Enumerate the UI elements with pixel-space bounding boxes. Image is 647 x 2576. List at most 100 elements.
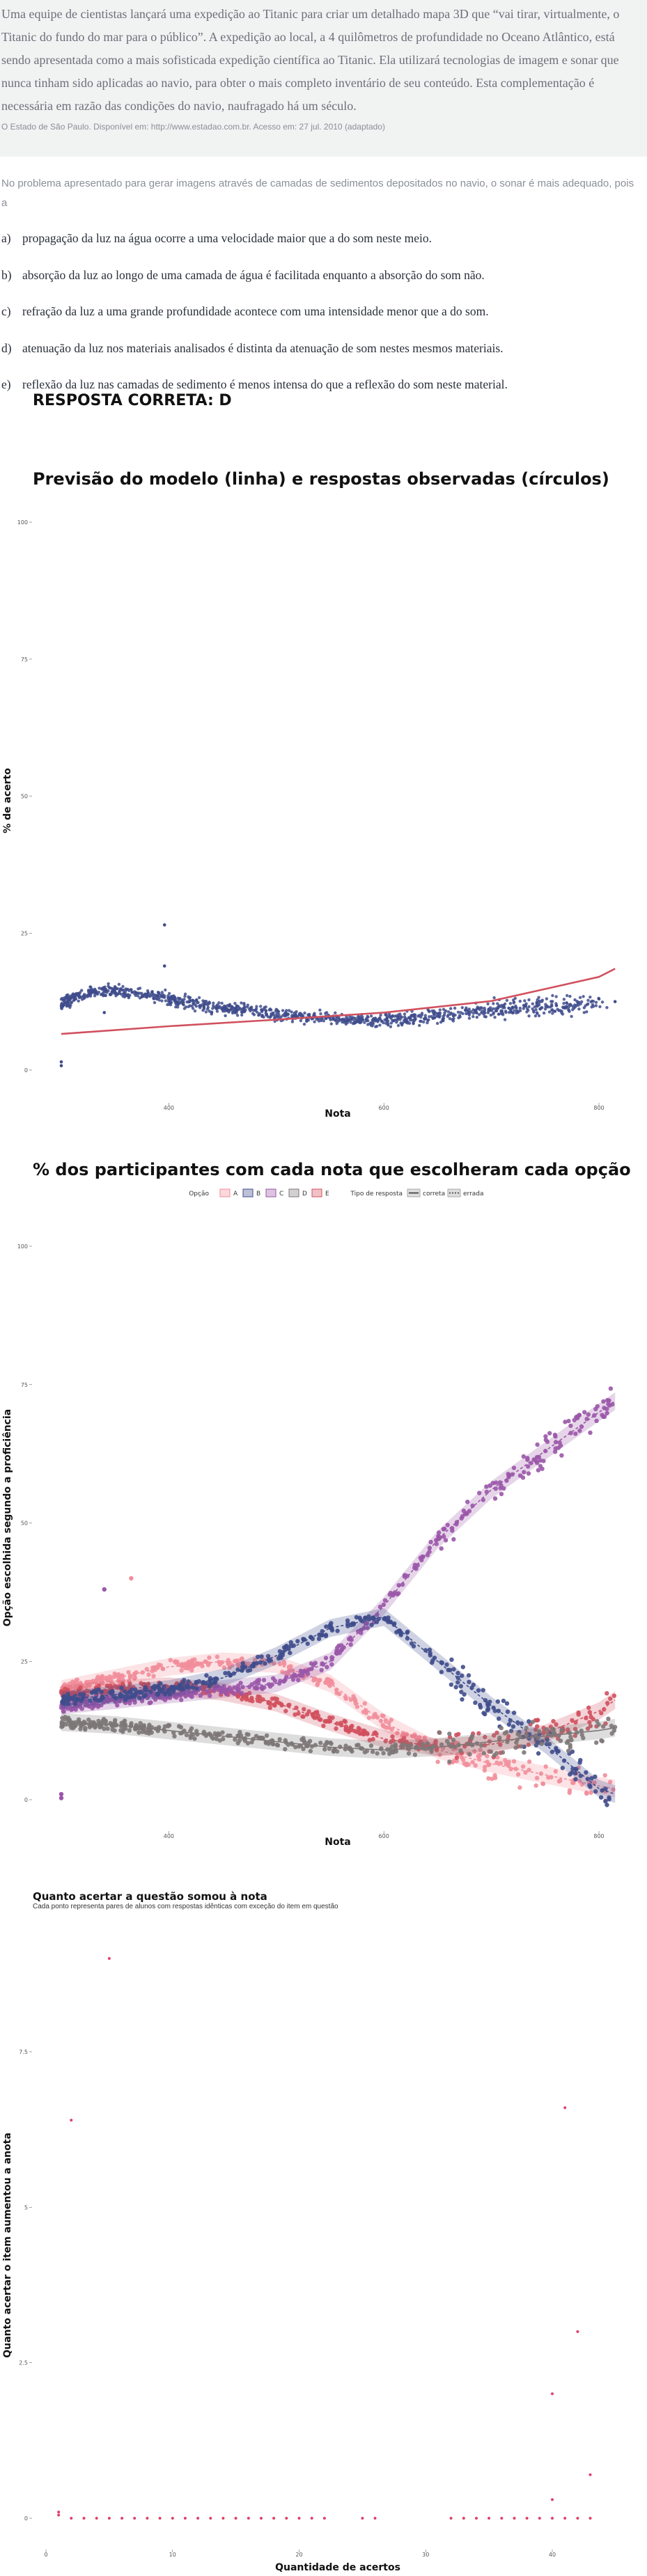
chart1-observed-point (231, 1005, 234, 1009)
chart2-point-c (229, 1688, 234, 1693)
chart2-point-a (553, 1769, 558, 1774)
chart1-observed-point (515, 1009, 519, 1012)
chart2-point-b (148, 1689, 153, 1695)
chart2-point-e (348, 1725, 354, 1729)
chart1-observed-point (435, 1012, 438, 1015)
chart2-point-d (162, 1724, 168, 1729)
chart2-point-a (389, 1718, 393, 1722)
chart1-observed-point (568, 1003, 572, 1006)
chart1-observed-point (263, 1007, 266, 1011)
chart2-point-d (80, 1722, 85, 1727)
chart2-point-d (188, 1733, 194, 1738)
chart1-observed-point (428, 1010, 431, 1014)
chart1-observed-point (86, 994, 90, 997)
option-d-letter: d) (1, 341, 12, 355)
chart1-observed-point (138, 996, 142, 1000)
chart2-point-b (455, 1670, 460, 1676)
chart2-point-e (572, 1727, 578, 1731)
chart1-observed-point (297, 1012, 302, 1016)
chart2-point-d (533, 1733, 538, 1738)
chart1-observed-point (258, 1012, 261, 1016)
chart1-observed-point (471, 1008, 475, 1012)
chart1-observed-point (197, 996, 201, 1000)
chart2-point-c (239, 1690, 244, 1695)
chart2-point-b (141, 1694, 146, 1699)
chart1-observed-point (554, 995, 558, 998)
option-d-text: atenuação da luz nos materiais analisado… (22, 341, 504, 355)
chart2-point-a (126, 1670, 131, 1675)
chart2-point-b (466, 1673, 471, 1678)
chart2-point-d (245, 1741, 251, 1745)
chart2-point-b (345, 1618, 350, 1623)
chart1-observed-point (121, 984, 125, 989)
chart2-point-d (78, 1727, 83, 1731)
chart1-observed-point (543, 1007, 547, 1011)
chart1-observed-point (118, 991, 121, 995)
chart1-observed-point (422, 1020, 426, 1024)
chart3-point (563, 2106, 567, 2110)
chart1-observed-point (159, 994, 164, 997)
chart3-point (146, 2517, 149, 2520)
chart1-observed-point (478, 1007, 481, 1012)
chart1-title: Previsão do modelo (linha) e respostas o… (33, 469, 609, 489)
chart2-point-d (425, 1741, 430, 1746)
chart2-point-d (596, 1722, 601, 1727)
chart1-observed-point (465, 1012, 468, 1016)
chart1-observed-point (512, 1001, 515, 1005)
chart1-observed-point (160, 999, 164, 1003)
chart2-point-d (112, 1720, 117, 1725)
chart2-point-d (412, 1752, 418, 1757)
chart2-point-d (467, 1752, 472, 1757)
chart2-point-d (420, 1741, 425, 1746)
chart2-point-b (256, 1654, 260, 1660)
chart2-point-a (75, 1677, 80, 1682)
chart2-point-a (206, 1661, 212, 1666)
chart2-point-e (293, 1712, 297, 1717)
chart2-point-c (427, 1549, 432, 1555)
chart2-point-a (383, 1718, 389, 1722)
chart2-point-e (65, 1688, 70, 1693)
chart2-point-a (172, 1659, 178, 1664)
chart2-point-b (74, 1698, 79, 1703)
chart2-point-a (387, 1720, 391, 1725)
chart3-point (588, 2473, 592, 2476)
chart2-point-d (338, 1744, 343, 1750)
chart3-point (70, 2119, 73, 2122)
chart2-point-a (207, 1655, 212, 1660)
chart2-point-c (459, 1516, 464, 1521)
chart1-observed-point (388, 1014, 391, 1018)
chart2-point-c (305, 1671, 311, 1676)
chart1-observed-point (130, 988, 133, 991)
chart2-point-e (572, 1733, 577, 1738)
option-c-letter: c) (1, 304, 11, 318)
chart2-point-d (437, 1730, 442, 1735)
chart1-observed-point (475, 1015, 478, 1019)
chart2-point-c (484, 1484, 489, 1489)
chart2-point-e (482, 1743, 488, 1748)
chart1-observed-point (376, 1020, 380, 1023)
chart2-point-b (589, 1776, 594, 1781)
chart2-point-b (459, 1690, 464, 1695)
chart1-observed-point (574, 1005, 577, 1009)
chart2-point-c (225, 1688, 231, 1693)
chart2-point-c (216, 1685, 221, 1690)
chart2-point-b (203, 1681, 208, 1686)
chart1-observed-point (328, 1016, 332, 1020)
chart1-observed-point (389, 1021, 393, 1025)
chart2-point-b (535, 1739, 540, 1745)
chart2-point-b (545, 1737, 549, 1743)
chart2-point-d (566, 1748, 571, 1754)
chart2-point-d (390, 1744, 395, 1749)
chart1-observed-point (204, 1000, 208, 1003)
chart2-point-b (163, 1690, 168, 1695)
chart1-observed-point (325, 1011, 329, 1014)
chart2-point-d (210, 1736, 215, 1741)
chart2-point-e (356, 1725, 361, 1731)
chart2-point-c (296, 1677, 301, 1683)
chart2-point-e (315, 1713, 321, 1718)
chart2-point-b (491, 1705, 496, 1711)
chart1-observed-point (94, 991, 98, 995)
chart1-observed-point (545, 997, 549, 1000)
chart2-point-a (150, 1665, 155, 1670)
question-source: O Estado de São Paulo. Disponível em: ht… (1, 122, 385, 132)
